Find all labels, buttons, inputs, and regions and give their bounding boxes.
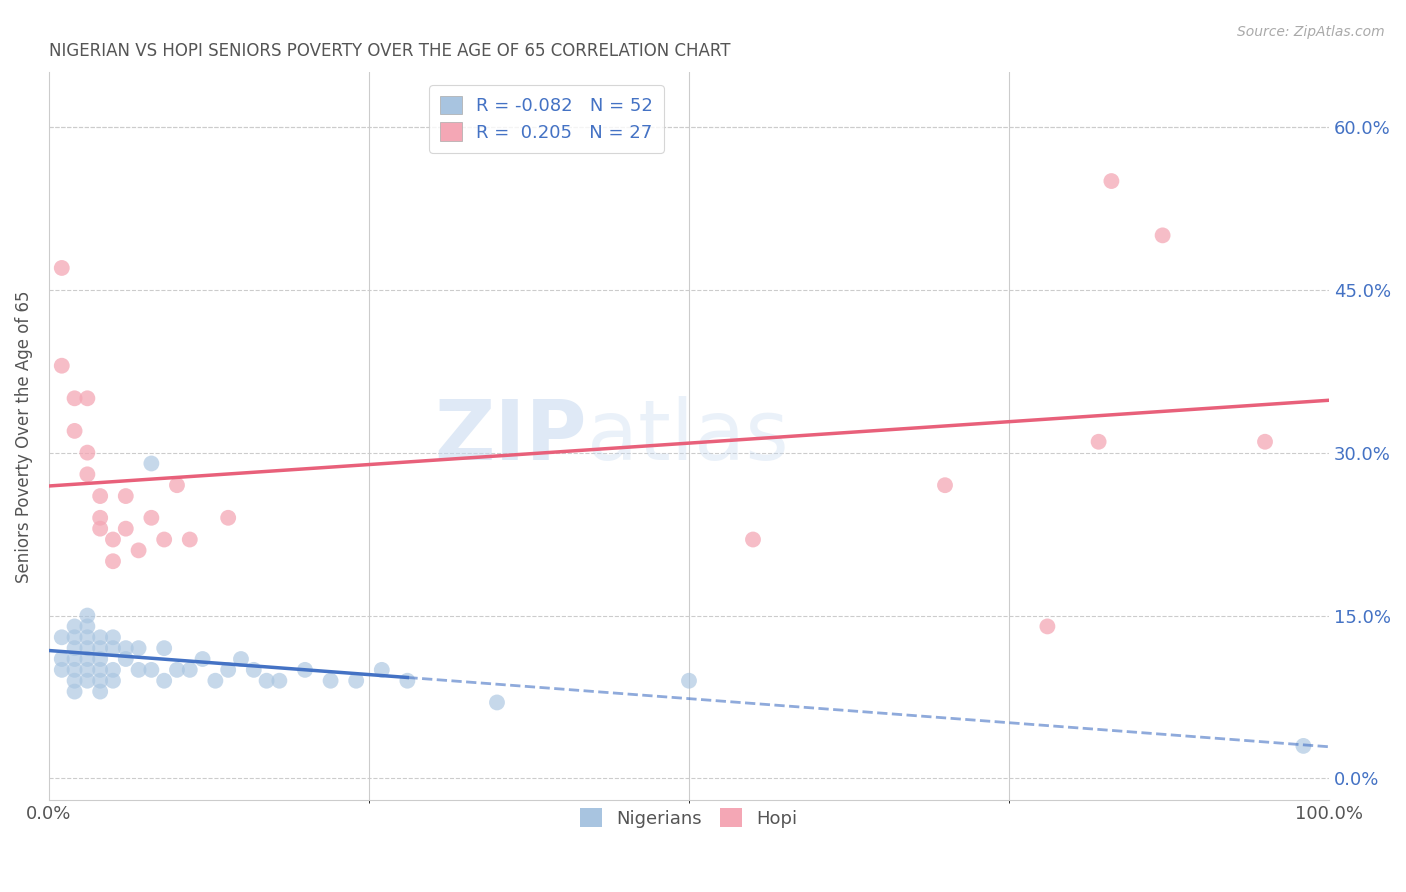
Point — [101, 630, 124, 644]
Point — [128, 663, 150, 677]
Point — [51, 663, 73, 677]
Point — [128, 543, 150, 558]
Point — [63, 641, 86, 656]
Point — [63, 630, 86, 644]
Point — [63, 684, 86, 698]
Point — [51, 260, 73, 275]
Point — [678, 673, 700, 688]
Text: NIGERIAN VS HOPI SENIORS POVERTY OVER THE AGE OF 65 CORRELATION CHART: NIGERIAN VS HOPI SENIORS POVERTY OVER TH… — [49, 42, 731, 60]
Point — [63, 673, 86, 688]
Point — [153, 673, 176, 688]
Point — [101, 554, 124, 568]
Point — [89, 510, 111, 524]
Point — [114, 489, 136, 503]
Point — [1152, 228, 1174, 243]
Point — [217, 510, 239, 524]
Y-axis label: Seniors Poverty Over the Age of 65: Seniors Poverty Over the Age of 65 — [15, 290, 32, 582]
Point — [114, 652, 136, 666]
Point — [153, 533, 176, 547]
Point — [1292, 739, 1315, 753]
Point — [101, 533, 124, 547]
Point — [166, 478, 188, 492]
Point — [396, 673, 419, 688]
Point — [89, 630, 111, 644]
Text: Source: ZipAtlas.com: Source: ZipAtlas.com — [1237, 25, 1385, 39]
Point — [114, 641, 136, 656]
Point — [76, 663, 98, 677]
Point — [89, 522, 111, 536]
Point — [166, 663, 188, 677]
Point — [76, 467, 98, 482]
Point — [1254, 434, 1277, 449]
Point — [89, 652, 111, 666]
Point — [256, 673, 278, 688]
Point — [63, 424, 86, 438]
Point — [63, 619, 86, 633]
Point — [89, 673, 111, 688]
Point — [76, 445, 98, 459]
Point — [76, 608, 98, 623]
Text: atlas: atlas — [586, 396, 789, 477]
Point — [242, 663, 264, 677]
Point — [76, 673, 98, 688]
Point — [51, 359, 73, 373]
Point — [179, 533, 201, 547]
Point — [191, 652, 214, 666]
Point — [229, 652, 252, 666]
Point — [51, 630, 73, 644]
Point — [128, 641, 150, 656]
Point — [217, 663, 239, 677]
Point — [1087, 434, 1109, 449]
Point — [89, 489, 111, 503]
Point — [51, 652, 73, 666]
Point — [1099, 174, 1122, 188]
Text: ZIP: ZIP — [434, 396, 586, 477]
Point — [141, 510, 163, 524]
Point — [294, 663, 316, 677]
Point — [141, 663, 163, 677]
Point — [742, 533, 765, 547]
Point — [101, 673, 124, 688]
Point — [76, 630, 98, 644]
Point — [344, 673, 367, 688]
Point — [101, 663, 124, 677]
Point — [485, 696, 508, 710]
Legend: Nigerians, Hopi: Nigerians, Hopi — [574, 801, 804, 835]
Point — [1036, 619, 1059, 633]
Point — [179, 663, 201, 677]
Point — [76, 619, 98, 633]
Point — [141, 457, 163, 471]
Point — [63, 392, 86, 406]
Point — [76, 652, 98, 666]
Point — [89, 663, 111, 677]
Point — [89, 641, 111, 656]
Point — [934, 478, 956, 492]
Point — [114, 522, 136, 536]
Point — [371, 663, 394, 677]
Point — [76, 641, 98, 656]
Point — [76, 392, 98, 406]
Point — [319, 673, 342, 688]
Point — [101, 641, 124, 656]
Point — [269, 673, 291, 688]
Point — [63, 652, 86, 666]
Point — [204, 673, 226, 688]
Point — [63, 663, 86, 677]
Point — [153, 641, 176, 656]
Point — [89, 684, 111, 698]
